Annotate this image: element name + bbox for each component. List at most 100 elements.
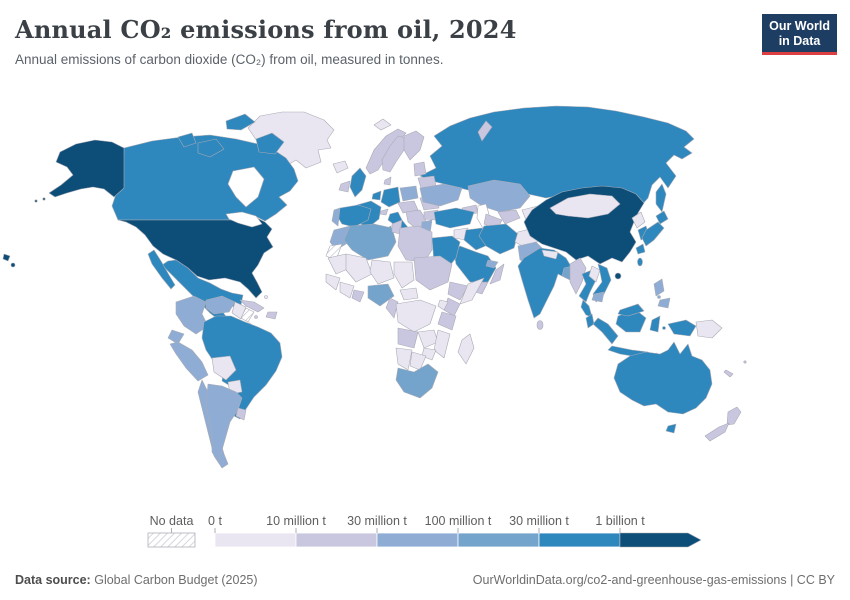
country-vietnam[interactable]: [592, 263, 612, 303]
country-algeria[interactable]: [343, 223, 397, 261]
country-uae-qatar[interactable]: [485, 259, 499, 269]
legend-bin-swatch-0[interactable]: [214, 532, 297, 548]
country-united-states[interactable]: [117, 216, 274, 299]
country-china-hainan[interactable]: [614, 272, 622, 280]
country-sudan[interactable]: [413, 255, 453, 291]
country-new-zealand-south[interactable]: [704, 422, 730, 442]
country-french-guiana[interactable]: [240, 307, 255, 323]
country-philippines-luzon[interactable]: [653, 278, 665, 297]
country-australia-tasmania[interactable]: [665, 423, 677, 434]
country-tanzania[interactable]: [437, 311, 457, 331]
country-switzerland[interactable]: [379, 208, 389, 216]
country-united-states-hawaii[interactable]: [2, 253, 11, 262]
country-baltics[interactable]: [413, 161, 427, 177]
country-iceland[interactable]: [332, 160, 349, 174]
country-canada-banks[interactable]: [177, 132, 197, 148]
country-peru[interactable]: [169, 341, 209, 382]
country-namibia[interactable]: [395, 347, 413, 371]
country-netherlands-belgium[interactable]: [371, 190, 382, 201]
country-ghana[interactable]: [351, 289, 365, 303]
country-central-african-republic[interactable]: [399, 287, 419, 301]
country-bahamas[interactable]: [264, 295, 268, 299]
country-australia[interactable]: [613, 341, 713, 415]
country-north-korea[interactable]: [631, 211, 646, 229]
country-svalbard[interactable]: [373, 118, 392, 131]
country-united-states-hawaii-island[interactable]: [10, 262, 16, 268]
country-philippines-visayas[interactable]: [657, 295, 661, 299]
country-hispaniola[interactable]: [265, 311, 278, 320]
country-india[interactable]: [517, 247, 573, 319]
country-indonesia-maluku[interactable]: [662, 326, 666, 330]
country-ethiopia[interactable]: [447, 281, 469, 301]
country-laos[interactable]: [588, 265, 601, 283]
country-mexico-baja[interactable]: [147, 249, 176, 290]
country-new-zealand-north[interactable]: [726, 406, 742, 426]
country-mali[interactable]: [345, 253, 373, 283]
country-dr-congo[interactable]: [395, 299, 437, 333]
country-nepal[interactable]: [541, 249, 559, 260]
country-philippines-mindanao[interactable]: [657, 297, 671, 309]
country-taiwan[interactable]: [637, 257, 643, 267]
country-kazakhstan[interactable]: [467, 179, 531, 213]
country-ivory-coast-liberia[interactable]: [339, 281, 355, 299]
legend-bin-swatch-3[interactable]: [457, 532, 540, 548]
country-niger[interactable]: [369, 259, 395, 285]
country-indonesia-papua[interactable]: [667, 319, 697, 337]
country-japan-honshu[interactable]: [641, 221, 665, 247]
country-uruguay[interactable]: [235, 407, 247, 421]
country-japan-kyushu[interactable]: [635, 243, 646, 255]
country-indonesia-sulawesi[interactable]: [649, 315, 661, 333]
country-jamaica[interactable]: [254, 315, 258, 319]
country-senegal-guinea[interactable]: [325, 273, 341, 291]
country-germany[interactable]: [380, 186, 401, 208]
country-cuba[interactable]: [239, 299, 265, 313]
country-south-africa[interactable]: [395, 363, 439, 399]
country-ecuador[interactable]: [167, 329, 185, 345]
attribution-link[interactable]: OurWorldinData.org/co2-and-greenhouse-ga…: [472, 573, 835, 587]
country-chad[interactable]: [393, 261, 415, 289]
country-denmark[interactable]: [383, 176, 392, 186]
country-portugal[interactable]: [331, 207, 341, 227]
country-cameroon-gabon[interactable]: [385, 297, 399, 319]
country-argentina[interactable]: [205, 383, 243, 463]
country-poland[interactable]: [399, 185, 419, 202]
country-venezuela[interactable]: [205, 295, 236, 315]
country-russia[interactable]: [419, 105, 695, 208]
novaya-zemlya[interactable]: [477, 120, 493, 142]
country-fiji[interactable]: [743, 360, 747, 364]
country-papua-new-guinea[interactable]: [695, 319, 723, 339]
country-united-kingdom[interactable]: [349, 167, 367, 198]
country-united-states-alaska[interactable]: [48, 139, 125, 198]
owid-logo[interactable]: Our World in Data: [762, 14, 837, 55]
country-oman[interactable]: [489, 263, 505, 285]
country-malaysia-borneo[interactable]: [617, 303, 645, 317]
country-madagascar[interactable]: [457, 333, 475, 365]
country-bolivia[interactable]: [211, 355, 237, 381]
country-indonesia-sumatra[interactable]: [592, 317, 619, 345]
country-sri-lanka[interactable]: [536, 320, 544, 330]
country-somalia[interactable]: [459, 277, 485, 305]
country-canada-baffin[interactable]: [255, 132, 285, 155]
country-canada-victoria[interactable]: [197, 138, 225, 158]
country-ukraine[interactable]: [419, 183, 463, 207]
country-nigeria[interactable]: [367, 283, 395, 307]
country-russia-sakhalin[interactable]: [655, 183, 667, 213]
legend-bin-swatch-5[interactable]: [619, 532, 702, 548]
aleutian-island[interactable]: [42, 197, 46, 201]
country-libya[interactable]: [397, 225, 433, 263]
country-thailand-peninsula[interactable]: [580, 299, 593, 318]
country-angola[interactable]: [397, 327, 419, 349]
country-cambodia[interactable]: [591, 291, 605, 303]
country-mozambique[interactable]: [433, 329, 451, 359]
country-malaysia-peninsula[interactable]: [585, 313, 595, 329]
country-canada-ellesmere[interactable]: [225, 113, 256, 131]
country-iran[interactable]: [478, 223, 519, 255]
country-turkey[interactable]: [433, 207, 475, 229]
legend-bin-swatch-1[interactable]: [295, 532, 378, 548]
country-mongolia[interactable]: [549, 193, 621, 219]
country-ireland[interactable]: [338, 180, 351, 193]
country-uganda[interactable]: [437, 299, 449, 311]
country-myanmar[interactable]: [569, 257, 587, 295]
country-finland[interactable]: [403, 130, 425, 161]
aleutian-island[interactable]: [34, 199, 38, 203]
